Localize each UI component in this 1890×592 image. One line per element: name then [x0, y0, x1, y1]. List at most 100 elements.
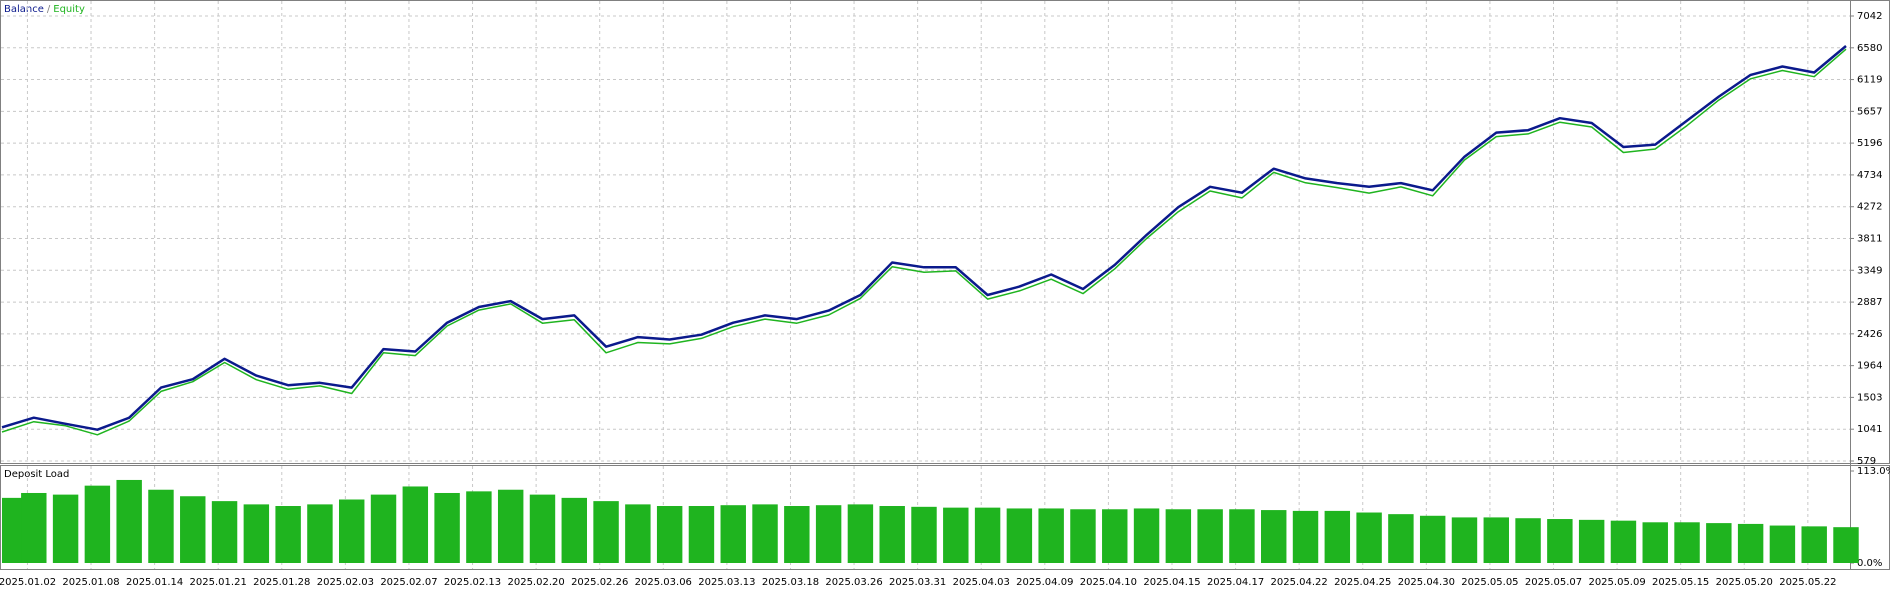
bar	[1261, 510, 1287, 563]
x-tick-label: 2025.03.31	[889, 577, 946, 588]
y-tick-label: 6580	[1857, 43, 1882, 54]
bar	[1229, 509, 1255, 563]
y-tick-label: 2887	[1857, 297, 1882, 308]
series-line	[1, 45, 1847, 431]
load-title: Deposit Load	[4, 469, 69, 480]
bar	[847, 504, 874, 563]
x-tick-label: 2025.04.22	[1271, 577, 1328, 588]
bar	[307, 504, 333, 563]
bar	[1706, 523, 1732, 563]
x-tick-label: 2025.01.14	[126, 577, 183, 588]
series-line	[1, 48, 1847, 436]
x-tick-label: 2025.04.30	[1398, 577, 1455, 588]
x-tick-label: 2025.03.06	[635, 577, 692, 588]
x-tick-label: 2025.04.25	[1334, 577, 1391, 588]
bar	[1483, 517, 1509, 563]
x-tick-label: 2025.02.07	[380, 577, 437, 588]
legend-equity: Equity	[53, 4, 85, 15]
bar	[1674, 522, 1700, 563]
x-tick-label: 2025.04.03	[953, 577, 1010, 588]
bar	[1102, 509, 1128, 563]
bar	[21, 492, 47, 563]
bar	[1165, 509, 1192, 563]
bar	[1769, 525, 1796, 563]
y-tick-label: 5196	[1857, 138, 1882, 149]
x-tick-label: 2025.04.10	[1080, 577, 1137, 588]
x-tick-label: 2025.04.15	[1143, 577, 1200, 588]
x-tick-label: 2025.01.02	[0, 577, 56, 588]
y-tick-label: 1041	[1857, 424, 1882, 435]
x-tick-label: 2025.02.20	[507, 577, 564, 588]
legend-balance: Balance	[4, 4, 44, 15]
bar	[1006, 508, 1033, 563]
x-tick-label: 2025.01.21	[190, 577, 247, 588]
bar	[1642, 522, 1668, 563]
price-panel-frame	[0, 0, 1890, 464]
x-tick-label: 2025.03.13	[698, 577, 755, 588]
y-tick-label: 6119	[1857, 75, 1882, 86]
x-tick-label: 2025.04.09	[1016, 577, 1073, 588]
x-tick-label: 2025.05.15	[1652, 577, 1709, 588]
x-tick-label: 2025.05.22	[1779, 577, 1836, 588]
x-tick-label: 2025.02.13	[444, 577, 501, 588]
x-tick-label: 2025.03.18	[762, 577, 819, 588]
y-tick-label: 4272	[1857, 202, 1882, 213]
y-tick-label: 1503	[1857, 392, 1882, 403]
bar	[1070, 509, 1096, 563]
bar	[434, 492, 460, 563]
y-tick-label: 5657	[1857, 106, 1882, 117]
bar	[593, 501, 619, 563]
bar	[1737, 523, 1764, 563]
bar	[1451, 517, 1478, 563]
bar	[84, 485, 111, 563]
bar	[1388, 514, 1414, 563]
bar	[688, 506, 715, 563]
bar	[466, 491, 492, 563]
bar	[1610, 520, 1637, 563]
bar	[402, 486, 429, 563]
bar	[1547, 519, 1573, 563]
bar	[116, 479, 142, 563]
y-tick-label: 7042	[1857, 11, 1882, 22]
bar	[370, 494, 397, 563]
x-tick-label: 2025.02.26	[571, 577, 628, 588]
bar	[784, 506, 810, 563]
bar	[148, 489, 174, 563]
legend: Balance / Equity	[4, 4, 85, 15]
bar	[529, 494, 556, 563]
bar	[211, 501, 238, 563]
bar	[561, 497, 587, 563]
bar	[243, 504, 270, 563]
bar	[1515, 518, 1541, 563]
x-tick-label: 2025.01.08	[62, 577, 119, 588]
y-tick-label: 4734	[1857, 170, 1882, 181]
bar	[815, 505, 842, 563]
y-tick-label: 0.0%	[1857, 558, 1882, 569]
x-tick-label: 2025.05.09	[1588, 577, 1645, 588]
y-tick-label: 579	[1857, 456, 1876, 467]
bar	[943, 507, 969, 563]
bar	[879, 506, 905, 563]
bar	[1324, 510, 1351, 563]
bar	[1133, 508, 1160, 563]
x-tick-label: 2025.04.17	[1207, 577, 1264, 588]
bar	[720, 505, 746, 563]
x-tick-label: 2025.03.26	[825, 577, 882, 588]
bar	[180, 496, 206, 563]
x-tick-label: 2025.05.07	[1525, 577, 1582, 588]
bar	[275, 506, 301, 563]
bar	[752, 504, 778, 563]
bar	[339, 499, 365, 563]
bar	[656, 506, 683, 563]
x-tick-label: 2025.02.03	[317, 577, 374, 588]
y-tick-label: 1964	[1857, 361, 1882, 372]
bar	[974, 507, 1001, 563]
bar	[1197, 509, 1223, 563]
x-tick-label: 2025.05.20	[1716, 577, 1773, 588]
bar	[1419, 515, 1446, 563]
bar	[497, 489, 524, 563]
bar	[1356, 512, 1382, 563]
y-tick-label: 3349	[1857, 265, 1882, 276]
legend-separator: /	[47, 4, 51, 15]
